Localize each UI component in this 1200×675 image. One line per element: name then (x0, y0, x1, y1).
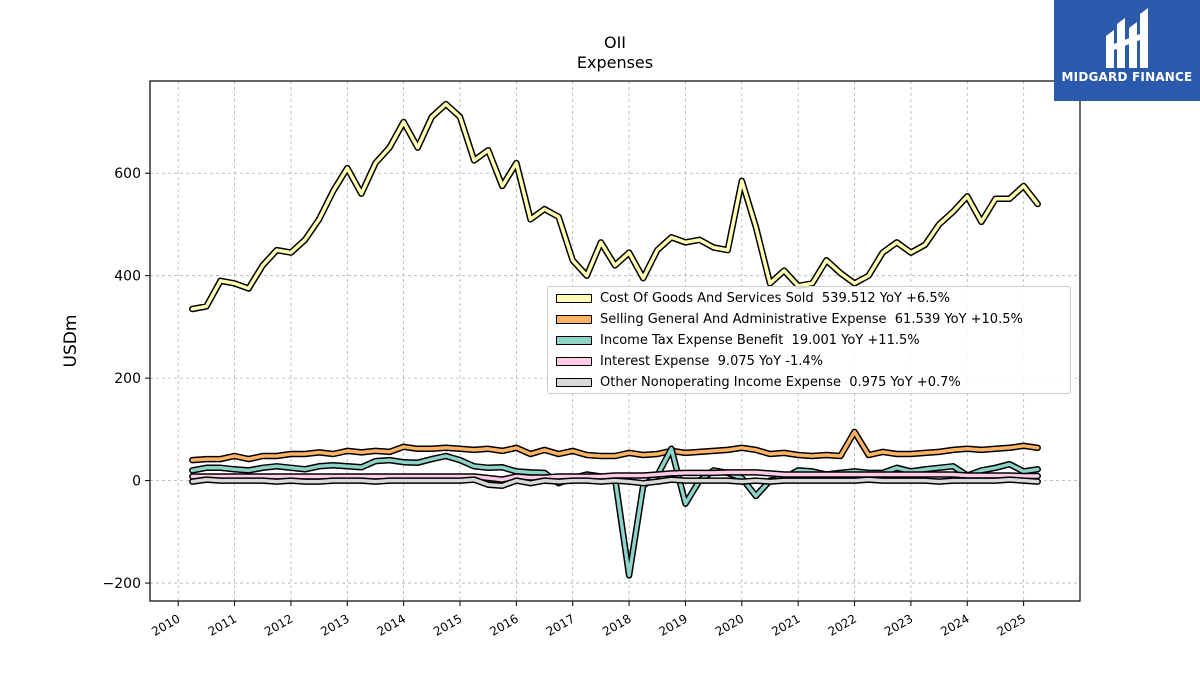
series-outline-cost-of-goods-and-services-sold (189, 100, 1041, 313)
legend-swatch-cogs (556, 293, 592, 303)
legend-label-interest: Interest Expense 9.075 YoY -1.4% (600, 353, 823, 369)
brand-mark-icon (1106, 8, 1148, 68)
y-tick-label-0: 0 (132, 474, 141, 490)
legend-item-income-tax: Income Tax Expense Benefit 19.001 YoY +1… (556, 332, 920, 348)
y-tick-label--200: −200 (103, 576, 141, 592)
series-lines (189, 100, 1041, 579)
x-tick-label-2012: 2012 (262, 611, 295, 638)
series-line-interest-expense (190, 470, 1040, 482)
x-tick-label-2024: 2024 (938, 611, 971, 638)
legend-label-cogs: Cost Of Goods And Services Sold 539.512 … (600, 290, 950, 306)
x-tick-label-2018: 2018 (600, 611, 633, 638)
x-tick-label-2014: 2014 (375, 611, 408, 638)
legend-item-sga: Selling General And Administrative Expen… (556, 311, 1023, 327)
y-tick-label-600: 600 (114, 166, 141, 182)
chart-subtitle: Expenses (577, 53, 653, 72)
series-line-selling-general-and-administrative-expense (190, 430, 1040, 462)
legend-item-cogs: Cost Of Goods And Services Sold 539.512 … (556, 290, 950, 306)
x-tick-label-2020: 2020 (713, 611, 746, 638)
chart-legend: Cost Of Goods And Services Sold 539.512 … (547, 286, 1071, 394)
series-line-cost-of-goods-and-services-sold (190, 102, 1040, 311)
legend-label-sga: Selling General And Administrative Expen… (600, 311, 1023, 327)
plot-frame (149, 80, 1081, 602)
legend-item-interest: Interest Expense 9.075 YoY -1.4% (556, 353, 823, 369)
x-tick-label-2023: 2023 (882, 611, 915, 638)
series-line-other-nonoperating-income-expense (190, 477, 1040, 488)
y-tick-label-400: 400 (114, 269, 141, 285)
x-tick-label-2011: 2011 (206, 611, 239, 638)
brand-name: MIDGARD FINANCE (1061, 70, 1193, 84)
x-tick-label-2021: 2021 (769, 611, 802, 638)
legend-item-other-nonoperating: Other Nonoperating Income Expense 0.975 … (556, 374, 961, 390)
legend-swatch-income-tax (556, 335, 592, 345)
legend-swatch-interest (556, 356, 592, 366)
legend-label-other-nonoperating: Other Nonoperating Income Expense 0.975 … (600, 374, 961, 390)
legend-swatch-other-nonoperating (556, 377, 592, 387)
legend-swatch-sga (556, 314, 592, 324)
x-tick-label-2017: 2017 (544, 611, 577, 638)
x-tick-label-2022: 2022 (826, 611, 859, 638)
y-tick-label-200: 200 (114, 371, 141, 387)
x-tick-label-2015: 2015 (431, 611, 464, 638)
chart-title: OII (604, 33, 626, 52)
y-axis-label: USDm (61, 315, 81, 368)
x-tick-label-2013: 2013 (318, 611, 351, 638)
x-tick-label-2016: 2016 (487, 611, 520, 638)
brand-logo: MIDGARD FINANCE (1054, 0, 1200, 101)
x-tick-label-2010: 2010 (149, 611, 182, 638)
x-tick-label-2025: 2025 (995, 611, 1028, 638)
legend-label-income-tax: Income Tax Expense Benefit 19.001 YoY +1… (600, 332, 920, 348)
x-tick-label-2019: 2019 (657, 611, 690, 638)
